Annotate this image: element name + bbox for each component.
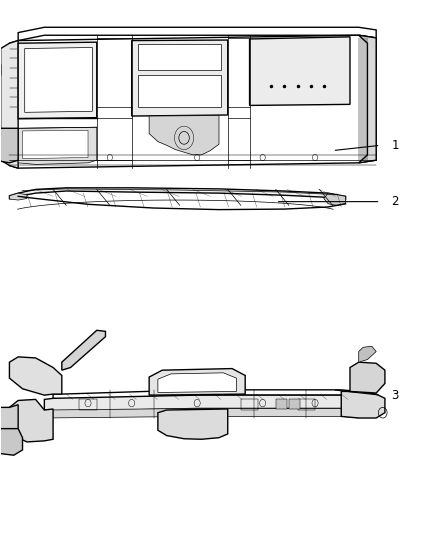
- Polygon shape: [44, 408, 359, 418]
- Polygon shape: [18, 27, 376, 41]
- Bar: [276, 399, 287, 409]
- Polygon shape: [350, 362, 385, 393]
- Polygon shape: [22, 131, 88, 159]
- Bar: [289, 399, 300, 409]
- Text: 1: 1: [392, 139, 399, 152]
- Polygon shape: [158, 373, 237, 392]
- Polygon shape: [25, 47, 92, 112]
- Bar: [241, 399, 258, 410]
- Polygon shape: [1, 41, 18, 168]
- Text: 2: 2: [392, 195, 399, 208]
- Polygon shape: [18, 127, 97, 165]
- Polygon shape: [10, 188, 346, 200]
- Polygon shape: [324, 193, 346, 205]
- Polygon shape: [132, 40, 228, 116]
- Bar: [79, 399, 97, 410]
- Polygon shape: [158, 409, 228, 439]
- Polygon shape: [0, 405, 18, 437]
- Polygon shape: [359, 346, 376, 362]
- Polygon shape: [0, 128, 18, 163]
- Polygon shape: [18, 42, 97, 119]
- Polygon shape: [0, 64, 1, 139]
- Polygon shape: [10, 193, 27, 200]
- Bar: [138, 75, 221, 107]
- Bar: [297, 399, 315, 410]
- Polygon shape: [10, 399, 53, 442]
- Polygon shape: [10, 357, 62, 395]
- Polygon shape: [0, 429, 22, 455]
- Polygon shape: [0, 128, 1, 139]
- Polygon shape: [53, 390, 359, 399]
- Text: 3: 3: [392, 389, 399, 402]
- Polygon shape: [359, 35, 376, 163]
- Polygon shape: [62, 330, 106, 370]
- Polygon shape: [149, 116, 219, 155]
- Bar: [138, 44, 221, 70]
- Polygon shape: [10, 35, 376, 168]
- Polygon shape: [250, 37, 350, 106]
- Polygon shape: [341, 391, 385, 418]
- Polygon shape: [149, 368, 245, 395]
- Polygon shape: [44, 395, 359, 411]
